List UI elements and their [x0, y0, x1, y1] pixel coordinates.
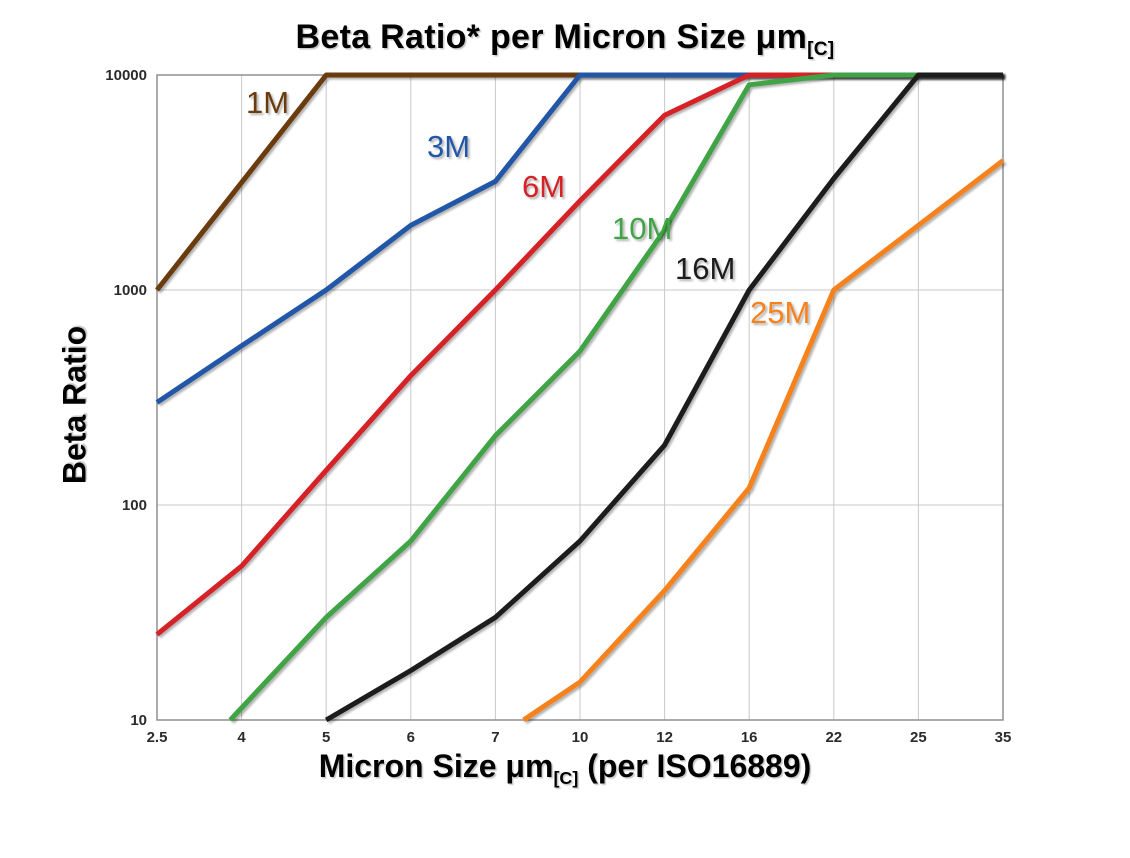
- series-line-16M: [324, 72, 1003, 723]
- x-tick-label: 12: [656, 729, 673, 746]
- x-tick-label: 2.5: [147, 729, 168, 746]
- series-label-3M: 3M: [427, 129, 470, 164]
- y-tick-label: 100: [122, 497, 147, 514]
- chart-title-subscript: [C]: [807, 39, 835, 61]
- x-axis-label-post: (per ISO16889): [578, 748, 812, 784]
- x-tick-label: 25: [910, 729, 927, 746]
- chart-title: Beta Ratio* per Micron Size μm[C]: [0, 18, 1130, 61]
- chart-title-text: Beta Ratio* per Micron Size μm: [295, 18, 808, 56]
- x-axis-label-subscript: [C]: [553, 767, 579, 788]
- x-tick-label: 22: [825, 729, 842, 746]
- y-tick-label: 1000: [114, 282, 147, 299]
- y-tick-label: 10000: [105, 67, 147, 84]
- x-tick-label: 6: [407, 729, 415, 746]
- y-axis-label: Beta Ratio: [56, 325, 93, 485]
- series-line-25M: [522, 158, 1005, 723]
- series-line-6M: [155, 72, 1003, 637]
- x-tick-label: 5: [322, 729, 330, 746]
- series-label-10M: 10M: [612, 211, 672, 246]
- series-label-16M: 16M: [675, 251, 735, 286]
- series-label-25M: 25M: [750, 295, 810, 330]
- x-axis-label: Micron Size μm[C] (per ISO16889): [0, 748, 1130, 788]
- x-tick-label: 16: [741, 729, 758, 746]
- x-tick-label: 7: [491, 729, 499, 746]
- x-tick-label: 4: [237, 729, 246, 746]
- x-tick-label: 10: [572, 729, 589, 746]
- series-label-6M: 6M: [522, 169, 565, 204]
- series-label-1M: 1M: [246, 85, 289, 120]
- x-axis-label-pre: Micron Size μm: [318, 748, 554, 784]
- x-tick-label: 35: [995, 729, 1012, 746]
- series-line-3M: [155, 72, 1003, 405]
- series-line-10M: [228, 72, 1003, 722]
- y-tick-label: 10: [130, 712, 147, 729]
